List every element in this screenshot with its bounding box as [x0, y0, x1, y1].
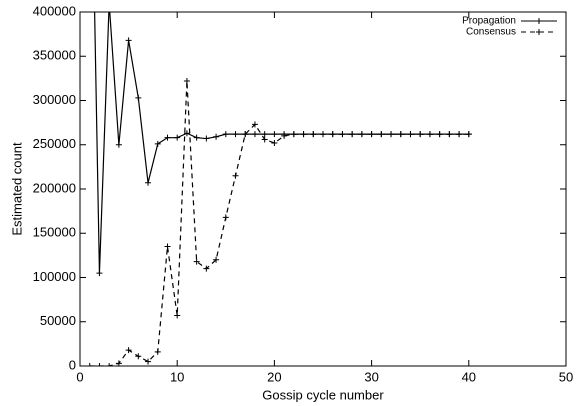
point — [183, 130, 190, 137]
point — [222, 131, 229, 138]
point — [145, 358, 152, 365]
legend-label: Consensus — [466, 27, 516, 38]
y-tick-label: 300000 — [33, 92, 76, 107]
point — [213, 133, 220, 140]
point — [164, 134, 171, 141]
legend-marker — [536, 29, 542, 35]
point — [232, 172, 239, 179]
point — [86, 363, 93, 366]
point — [135, 94, 142, 101]
point — [456, 131, 463, 138]
point — [115, 360, 122, 366]
point — [242, 131, 249, 138]
y-tick-label: 200000 — [33, 180, 76, 195]
y-tick-label: 150000 — [33, 225, 76, 240]
point — [388, 131, 395, 138]
point — [310, 131, 317, 138]
plot-area — [86, 0, 472, 366]
y-tick-label: 50000 — [40, 313, 76, 328]
x-tick-label: 0 — [76, 369, 83, 384]
y-tick-label: 100000 — [33, 269, 76, 284]
point — [154, 348, 161, 355]
point — [193, 134, 200, 141]
y-tick-label: 250000 — [33, 136, 76, 151]
point — [106, 363, 113, 366]
point — [154, 140, 161, 147]
point — [96, 270, 103, 277]
point — [300, 131, 307, 138]
point — [164, 243, 171, 250]
point — [213, 256, 220, 263]
point — [106, 0, 112, 6]
point — [251, 131, 258, 138]
point — [145, 179, 152, 186]
point — [232, 131, 239, 138]
point — [203, 135, 210, 142]
point — [115, 141, 122, 148]
y-tick-label: 400000 — [33, 3, 76, 18]
point — [436, 131, 443, 138]
point — [174, 134, 181, 141]
point — [397, 131, 404, 138]
point — [203, 265, 210, 272]
series-line — [94, 12, 469, 274]
point — [261, 136, 268, 143]
point — [174, 312, 181, 319]
point — [251, 121, 258, 128]
y-axis-label: Estimated count — [9, 142, 24, 236]
point — [281, 132, 288, 139]
point — [368, 131, 375, 138]
y-tick-label: 0 — [69, 357, 76, 372]
point — [261, 131, 268, 138]
point — [271, 139, 278, 146]
point — [320, 131, 326, 138]
point — [96, 363, 103, 366]
point — [446, 131, 453, 138]
point — [222, 214, 229, 221]
x-axis-label: Gossip cycle number — [262, 387, 384, 402]
point — [135, 353, 142, 360]
point — [271, 131, 278, 138]
point — [339, 131, 346, 138]
point — [417, 131, 424, 138]
point — [125, 37, 132, 44]
plot-frame — [79, 11, 567, 367]
point — [290, 131, 297, 138]
x-tick-label: 10 — [170, 369, 184, 384]
x-tick-label: 50 — [559, 369, 573, 384]
point — [183, 78, 190, 85]
point — [329, 131, 336, 138]
point — [426, 131, 433, 138]
point — [358, 131, 365, 138]
point — [378, 131, 385, 138]
y-tick-label: 350000 — [33, 48, 76, 63]
point — [407, 131, 414, 138]
point — [193, 258, 200, 265]
legend-marker — [536, 18, 542, 24]
point — [125, 347, 132, 354]
x-tick-label: 20 — [267, 369, 281, 384]
x-tick-label: 40 — [462, 369, 476, 384]
x-tick-label: 30 — [364, 369, 378, 384]
point — [465, 131, 472, 138]
point — [349, 131, 356, 138]
legend-label: Propagation — [462, 16, 516, 27]
series-line — [89, 80, 469, 366]
